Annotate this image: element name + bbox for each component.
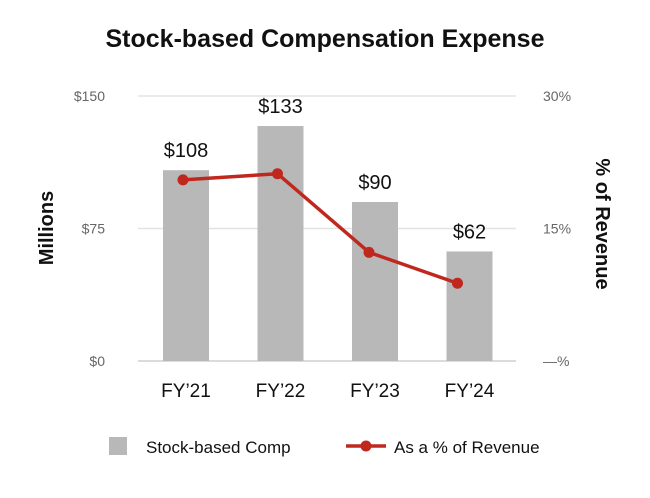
category-label: FY’23 (350, 381, 400, 402)
right-tick-label: 15% (543, 221, 571, 237)
bar (163, 170, 209, 361)
chart-title: Stock-based Compensation Expense (105, 25, 544, 53)
bar-data-label: $108 (164, 140, 209, 162)
bar-series (163, 126, 493, 362)
left-axis-ticks: $0 $75 $150 (74, 88, 105, 369)
left-tick-label: $75 (82, 221, 106, 237)
bar (446, 251, 493, 361)
category-label: FY’21 (161, 381, 211, 402)
left-axis-title: Millions (36, 191, 58, 265)
right-axis-title: % of Revenue (591, 158, 613, 289)
bar (257, 126, 304, 362)
category-label: FY’24 (445, 381, 495, 402)
bar-data-label: $62 (453, 221, 486, 243)
line-series (177, 168, 463, 289)
legend-swatch-bar (109, 437, 127, 455)
line-point (177, 174, 189, 186)
bar-data-label: $133 (258, 96, 303, 118)
line-path (182, 171, 459, 285)
right-tick-label: 30% (543, 88, 571, 104)
left-tick-label: $0 (89, 353, 105, 369)
legend: Stock-based Comp As a % of Revenue (109, 437, 540, 457)
bar (352, 202, 398, 361)
line-point (363, 246, 375, 258)
right-tick-label: —% (543, 353, 569, 369)
legend-label-bar: Stock-based Comp (146, 438, 291, 457)
line-point (452, 277, 463, 289)
bar-data-labels: $108 $133 $90 $62 (164, 96, 486, 243)
category-label: FY’22 (256, 381, 306, 402)
line-point (272, 168, 283, 180)
right-axis-ticks: —% 15% 30% (543, 88, 571, 369)
bar-data-label: $90 (358, 172, 391, 194)
legend-swatch-marker (360, 440, 372, 452)
legend-label-line: As a % of Revenue (394, 438, 540, 457)
category-labels: FY’21 FY’22 FY’23 FY’24 (161, 381, 495, 402)
left-tick-label: $150 (74, 88, 105, 104)
